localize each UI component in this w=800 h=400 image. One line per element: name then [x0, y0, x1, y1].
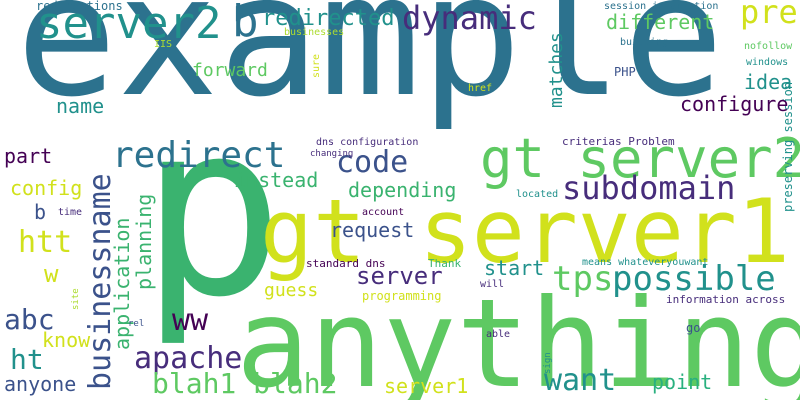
- word-criterias-problem: criterias Problem: [562, 135, 675, 148]
- word-thank: Thank: [428, 257, 462, 270]
- word-gt-server2: gt server2: [480, 127, 800, 190]
- word-pre: pre: [740, 0, 798, 31]
- word-want: want: [544, 363, 617, 398]
- word-rel: rel: [128, 319, 145, 329]
- word-changing: changing: [310, 149, 354, 159]
- word-different: different: [606, 10, 715, 34]
- word-config: config: [10, 176, 83, 200]
- word-blah1-blah2: blah1 blah2: [152, 367, 338, 400]
- word-redirections: redirections: [36, 0, 123, 13]
- word-programming: programming: [362, 289, 442, 303]
- word-will: will: [480, 279, 505, 290]
- word-businesses: businesses: [284, 27, 345, 38]
- word-redirected: redirected: [262, 6, 395, 31]
- word-tps: tps: [552, 259, 614, 299]
- word-name: name: [56, 94, 105, 118]
- word-instead: instead: [234, 168, 319, 192]
- word-nofollow: nofollow: [744, 41, 793, 52]
- word-planning: planning: [132, 193, 156, 290]
- word-gt-server1: gt server1: [260, 180, 790, 283]
- word-b: b: [232, 0, 259, 47]
- word-part: part: [4, 144, 53, 168]
- word-server2: server2: [36, 0, 222, 49]
- word-account: account: [362, 207, 405, 218]
- word-point: point: [652, 370, 713, 394]
- word-example: example: [16, 0, 725, 134]
- word-server: server: [356, 262, 443, 290]
- word-abc: abc: [4, 303, 55, 336]
- word-matches: matches: [546, 32, 567, 108]
- word-standard-dns: standard dns: [306, 257, 386, 270]
- word-windows: windows: [746, 57, 789, 68]
- word-subdomain: subdomain: [562, 169, 736, 207]
- word-b-small: b: [34, 200, 47, 224]
- word-ht: ht: [10, 343, 44, 376]
- word-located: located: [516, 189, 559, 200]
- word-site: site: [71, 288, 81, 310]
- word-anything: anything: [236, 273, 800, 400]
- word-idea: idea: [744, 70, 793, 94]
- word-anyone: anyone: [4, 372, 77, 396]
- word-start: start: [484, 256, 545, 280]
- word-href: href: [468, 83, 493, 94]
- word-ww: ww: [172, 303, 209, 338]
- word-p: p: [140, 70, 285, 350]
- word-apache: apache: [134, 341, 243, 376]
- word-dynamic: dynamic: [402, 0, 537, 37]
- word-w: w: [44, 260, 59, 288]
- word-application: application: [110, 217, 134, 350]
- word-session-information: session information: [604, 1, 719, 12]
- word-go: go: [686, 321, 701, 335]
- word-configure: configure: [680, 92, 789, 116]
- word-building: building: [620, 37, 669, 48]
- word-redirect: redirect: [112, 135, 286, 176]
- word-forward: forward: [192, 60, 268, 81]
- word-php: PHP: [614, 65, 636, 79]
- word-request: request: [330, 218, 415, 242]
- word-htt: htt: [18, 225, 73, 260]
- word-code: code: [336, 145, 409, 180]
- word-sure: sure: [311, 53, 322, 78]
- word-possible: possible: [612, 259, 776, 299]
- word-know: know: [42, 328, 91, 352]
- word-dns-configuration: dns configuration: [316, 137, 419, 148]
- word-depending: depending: [348, 178, 457, 202]
- word-guess: guess: [264, 280, 319, 301]
- word-server1: server1: [384, 374, 469, 398]
- word-able: able: [486, 329, 511, 340]
- word-information-across: information across: [666, 293, 786, 306]
- word-iis: IIS: [154, 39, 173, 50]
- word-means-whateveryouwant: means whateveryouwant: [582, 257, 709, 268]
- word-time: time: [58, 207, 83, 218]
